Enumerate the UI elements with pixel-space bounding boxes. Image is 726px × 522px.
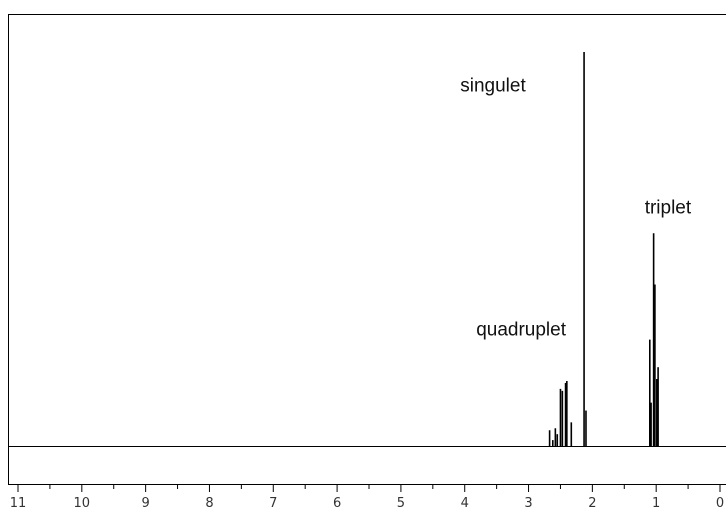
x-tick-label: 2 bbox=[588, 496, 596, 511]
x-tick-label: 3 bbox=[524, 496, 532, 511]
x-tick-label: 6 bbox=[333, 496, 341, 511]
annotation-triplet: triplet bbox=[645, 198, 692, 219]
spectrum-peaks bbox=[548, 52, 659, 446]
x-axis-ticks: 11 10 9 8 7 6 5 4 3 2 1 0 bbox=[10, 485, 724, 511]
x-tick-label: 8 bbox=[205, 496, 213, 511]
peak-annotations: singulet triplet quadruplet bbox=[460, 75, 692, 340]
annotation-singulet: singulet bbox=[460, 75, 526, 96]
plot-frame bbox=[8, 14, 726, 485]
x-tick-label: 10 bbox=[74, 496, 91, 511]
x-tick-label: 4 bbox=[461, 496, 469, 511]
x-tick-label: 7 bbox=[269, 496, 277, 511]
x-tick-label: 1 bbox=[652, 496, 660, 511]
x-tick-label: 11 bbox=[10, 496, 27, 511]
annotation-quadruplet: quadruplet bbox=[476, 320, 567, 341]
x-tick-label: 0 bbox=[716, 496, 724, 511]
x-tick-label: 9 bbox=[141, 496, 149, 511]
x-tick-label: 5 bbox=[397, 496, 405, 511]
